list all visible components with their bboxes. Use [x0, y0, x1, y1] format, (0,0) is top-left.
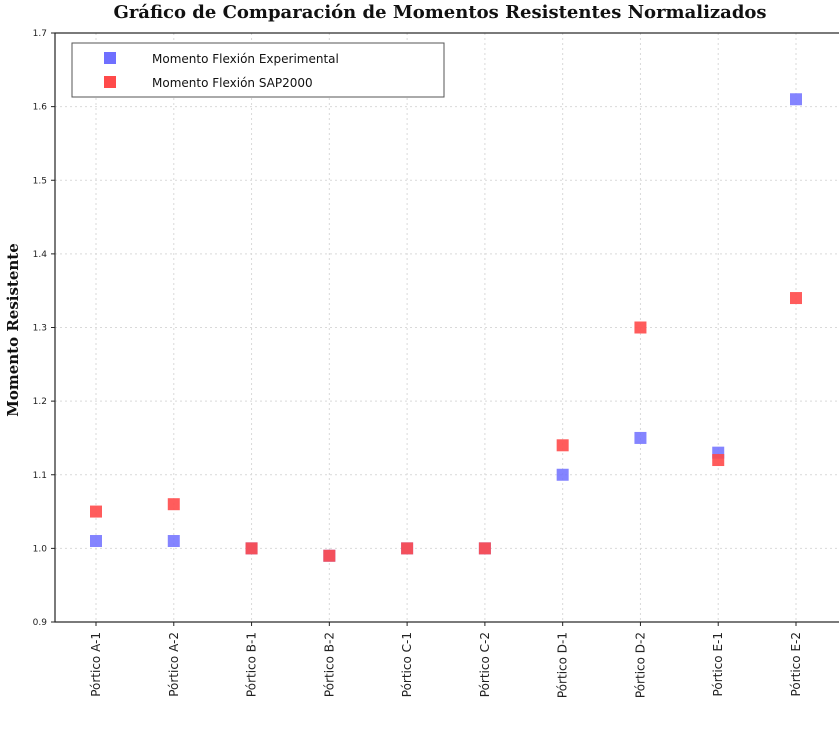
x-tick-label: Pórtico B-2: [322, 632, 336, 697]
grid-layer: [55, 33, 839, 622]
x-tick-label: Pórtico C-2: [478, 632, 492, 697]
x-tick-label: Pórtico B-1: [245, 632, 259, 697]
point-sap2000: [167, 498, 180, 511]
legend-label-experimental: Momento Flexión Experimental: [152, 52, 339, 66]
point-sap2000: [401, 542, 414, 555]
point-sap2000: [323, 549, 336, 562]
point-experimental: [790, 93, 802, 106]
legend-label-sap2000: Momento Flexión SAP2000: [152, 76, 313, 90]
y-tick-label: 0.9: [33, 618, 48, 628]
y-tick-label: 1.4: [33, 250, 48, 260]
x-tick-label: Pórtico D-1: [556, 632, 570, 698]
point-sap2000: [90, 505, 102, 518]
y-tick-label: 1.1: [33, 471, 47, 481]
x-tick-label: Pórtico D-2: [633, 632, 647, 698]
chart-title: Gráfico de Comparación de Momentos Resis…: [113, 2, 766, 23]
point-sap2000: [478, 542, 491, 555]
legend-box: [71, 42, 445, 98]
x-tick-label: Pórtico A-1: [89, 632, 103, 697]
data-points: [90, 93, 802, 562]
y-tick-label: 1.5: [33, 176, 47, 186]
point-experimental: [634, 431, 647, 444]
y-ticks: 0.9 1.0 1.1 1.2 1.3 1.4 1.5 1.6 1.7: [33, 29, 55, 628]
x-tick-label: Pórtico A-2: [167, 632, 181, 697]
y-tick-label: 1.7: [33, 29, 47, 39]
x-tick-label: Pórtico C-1: [400, 632, 414, 697]
x-tick-label: Pórtico E-1: [711, 632, 725, 696]
point-sap2000: [790, 292, 802, 305]
legend: Momento Flexión Experimental Momento Fle…: [71, 42, 445, 98]
point-experimental: [556, 468, 569, 481]
y-tick-label: 1.3: [33, 324, 47, 334]
y-tick-label: 1.0: [33, 544, 48, 554]
x-ticks: Pórtico A-1 Pórtico A-2 Pórtico B-1 Pórtico…: [89, 622, 803, 698]
y-axis-label: Momento Resistente: [4, 243, 22, 417]
point-sap2000: [712, 454, 725, 467]
legend-marker-experimental: [104, 52, 116, 64]
y-tick-label: 1.2: [33, 397, 47, 407]
point-experimental: [90, 535, 102, 548]
point-sap2000: [245, 542, 258, 555]
point-experimental: [167, 535, 180, 548]
point-sap2000: [556, 439, 569, 452]
point-sap2000: [634, 321, 647, 334]
y-tick-label: 1.6: [33, 103, 48, 113]
x-tick-label: Pórtico E-2: [789, 632, 803, 696]
legend-marker-sap2000: [104, 76, 116, 88]
